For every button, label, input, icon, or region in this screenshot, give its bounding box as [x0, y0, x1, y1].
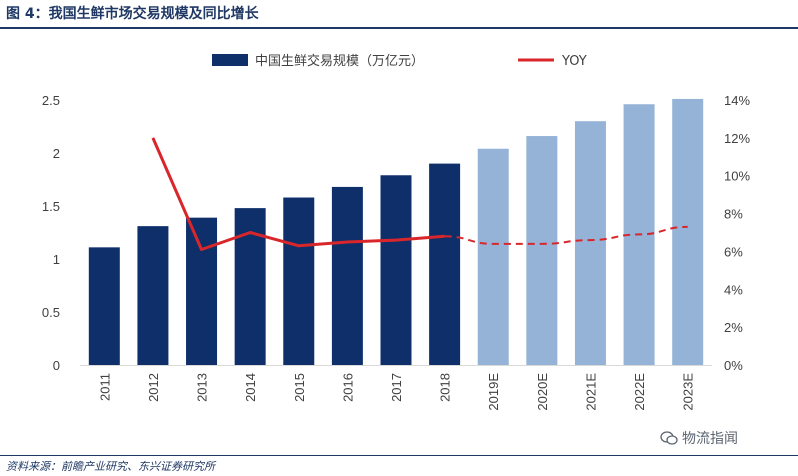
watermark-text: 物流指闻 [682, 431, 738, 447]
title-divider [0, 27, 798, 29]
y-right-tick-label: 8% [724, 207, 743, 222]
y-left-tick-label: 1.5 [42, 199, 60, 214]
y-right-tick-label: 6% [724, 244, 743, 259]
legend-label-bar: 中国生鲜交易规模（万亿元） [255, 53, 424, 69]
footer-divider [0, 455, 798, 456]
y-right-tick-label: 2% [724, 320, 743, 335]
wechat-icon [660, 431, 678, 445]
y-right-tick-label: 4% [724, 282, 743, 297]
y-right-tick-label: 10% [724, 169, 750, 184]
y-right-tick-label: 12% [724, 131, 750, 146]
actual-bar [380, 175, 412, 365]
x-tick-label: 2011 [97, 373, 112, 401]
combo-chart: 中国生鲜交易规模（万亿元） YOY 0 0.5 1 1.5 2 2.5 0% 2% 4% 6% 8% 10… [42, 53, 751, 411]
x-tick-label: 2021E [583, 373, 598, 411]
y-right-tick-label: 0% [724, 358, 743, 373]
y-left-tick-label: 1 [53, 252, 60, 267]
forecast-bar [477, 148, 509, 365]
y-right-tick-label: 14% [724, 93, 750, 108]
y-left-tick-label: 0.5 [42, 305, 60, 320]
forecast-bar [574, 121, 606, 365]
actual-bar [283, 197, 315, 365]
source-note: 资料来源：前瞻产业研究、东兴证券研究所 [6, 460, 215, 473]
forecast-bar [526, 136, 558, 365]
actual-bar [331, 186, 363, 365]
y-left-tick-label: 0 [53, 358, 60, 373]
forecast-bar [672, 98, 704, 365]
x-tick-label: 2014 [243, 373, 258, 402]
x-tick-label: 2019E [486, 373, 501, 411]
watermark: 物流指闻 [660, 428, 738, 448]
x-tick-label: 2012 [146, 373, 161, 402]
x-tick-label: 2022E [632, 373, 647, 411]
x-tick-label: 2017 [389, 373, 404, 402]
legend-label-line: YOY [561, 54, 587, 69]
x-tick-label: 2013 [195, 373, 210, 402]
actual-bar [186, 217, 218, 365]
figure-title: 图 4：我国生鲜市场交易规模及同比增长 [6, 6, 259, 22]
x-tick-label: 2018 [438, 373, 453, 402]
x-tick-label: 2015 [292, 373, 307, 402]
actual-bar [137, 226, 169, 365]
yoy-line-forecast [444, 225, 688, 245]
legend-swatch-bar [212, 54, 248, 66]
x-tick-label: 2023E [681, 373, 696, 411]
y-left-tick-label: 2 [53, 146, 60, 161]
x-tick-label: 2020E [535, 373, 550, 411]
actual-bar [88, 247, 120, 365]
x-tick-label: 2016 [340, 373, 355, 402]
y-left-tick-label: 2.5 [42, 93, 60, 108]
actual-bar [429, 163, 461, 365]
